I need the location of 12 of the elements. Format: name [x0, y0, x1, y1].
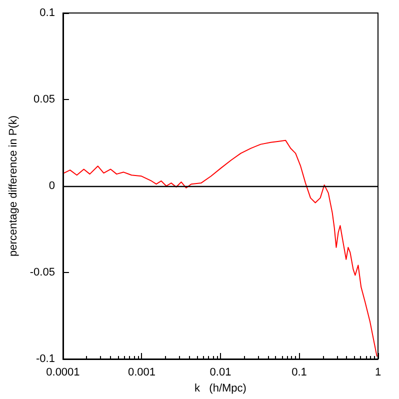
x-axis-title: k (h/Mpc)	[194, 382, 246, 394]
x-tick-label: 0.001	[128, 366, 156, 378]
y-tick-label: 0	[48, 180, 55, 192]
x-tick-label: 0.0001	[46, 366, 80, 378]
y-tick-label: -0.05	[30, 266, 55, 278]
y-tick-label: 0.1	[40, 7, 55, 19]
y-tick-label: -0.1	[36, 353, 55, 365]
x-tick-label: 0.01	[210, 366, 232, 378]
y-tick-label: 0.05	[34, 94, 55, 106]
y-axis-title: percentage difference in P(k)	[8, 115, 20, 257]
x-tick-label: 1	[374, 366, 382, 378]
x-tick-label: 0.1	[292, 366, 307, 378]
